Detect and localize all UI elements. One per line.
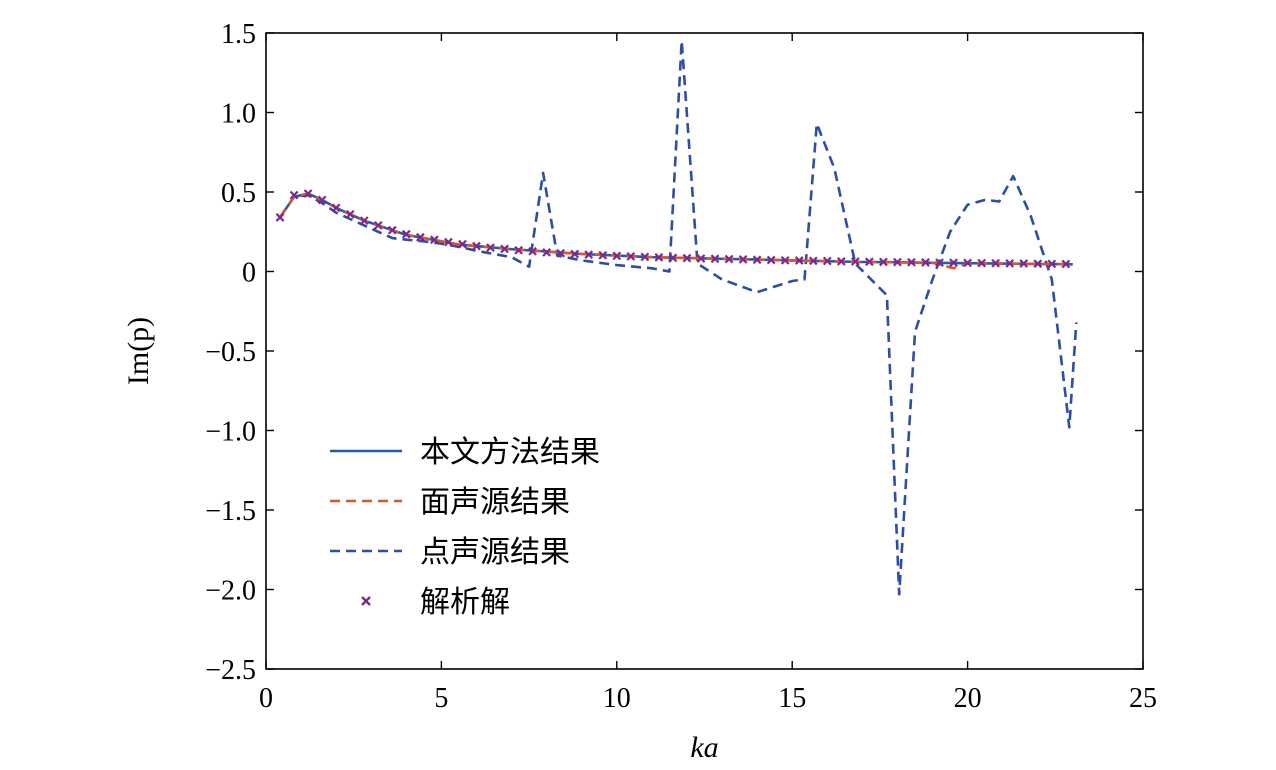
marker-point xyxy=(724,254,734,264)
marker-point xyxy=(822,256,832,266)
marker-point xyxy=(1061,259,1071,269)
marker-point xyxy=(387,225,397,235)
plot-area xyxy=(275,39,1078,596)
x-tick-label: 10 xyxy=(603,683,631,714)
marker-point xyxy=(626,252,636,261)
marker-point xyxy=(682,253,692,263)
marker-point xyxy=(949,258,958,268)
marker-point xyxy=(458,239,467,249)
marker-point xyxy=(780,255,790,265)
marker-point xyxy=(359,216,369,225)
legend-item: 本文方法结果 xyxy=(330,435,600,470)
marker-point xyxy=(500,244,509,254)
y-tick-label: 1.0 xyxy=(221,99,256,130)
x-tick-label: 0 xyxy=(259,683,273,714)
marker-point xyxy=(766,255,776,265)
x-axis-label: ka xyxy=(690,731,718,764)
x-tick-label: 20 xyxy=(954,683,982,714)
marker-point xyxy=(668,253,678,263)
marker-point xyxy=(401,229,411,239)
y-tick-label: −2.0 xyxy=(205,576,256,607)
marker-point xyxy=(472,241,481,251)
marker-point xyxy=(738,255,748,264)
series-line-0 xyxy=(278,192,1073,266)
marker-point xyxy=(850,257,860,266)
marker-point xyxy=(598,250,608,260)
legend-label: 解析解 xyxy=(420,585,510,620)
legend-item: 解析解 xyxy=(361,585,510,620)
marker-point xyxy=(317,195,327,205)
marker-point xyxy=(584,250,594,260)
x-tick-label: 25 xyxy=(1129,683,1157,714)
y-axis-label: Im(p) xyxy=(122,317,155,385)
x-axis-ticks: 0 5 10 15 20 25 xyxy=(259,33,1157,714)
marker-point xyxy=(836,256,846,266)
marker-point xyxy=(991,258,1001,268)
marker-point xyxy=(879,257,888,267)
marker-point xyxy=(430,235,439,245)
marker-point xyxy=(514,245,523,255)
series-line-1 xyxy=(278,192,1073,270)
marker-point xyxy=(921,258,930,267)
marker-point xyxy=(808,256,818,266)
legend-label: 点声源结果 xyxy=(420,535,570,570)
marker-point xyxy=(1005,259,1015,268)
marker-point xyxy=(710,254,720,264)
legend-label: 面声源结果 xyxy=(420,485,570,520)
marker-point xyxy=(612,251,622,261)
y-tick-label: −0.5 xyxy=(205,337,256,368)
marker-point xyxy=(331,203,341,213)
marker-point xyxy=(640,252,650,262)
y-tick-label: 1.5 xyxy=(221,19,256,50)
marker-point xyxy=(1019,259,1029,268)
marker-point xyxy=(303,189,313,198)
marker-point xyxy=(963,258,972,268)
legend-item: 面声源结果 xyxy=(330,485,570,520)
y-axis-ticks: 1.5 1.0 0.5 0 −0.5 −1.0 −1.5 −2.0 −2.5 xyxy=(205,19,1143,686)
y-tick-label: −1.0 xyxy=(205,417,256,448)
y-tick-label: 0 xyxy=(242,258,256,289)
y-tick-label: −2.5 xyxy=(205,655,256,686)
marker-point xyxy=(977,258,987,268)
marker-point xyxy=(570,249,580,259)
marker-point xyxy=(486,243,495,253)
marker-point xyxy=(556,248,566,258)
y-tick-label: 0.5 xyxy=(221,178,256,209)
marker-point xyxy=(864,257,874,267)
marker-point xyxy=(542,248,552,257)
y-tick-label: −1.5 xyxy=(205,496,256,527)
legend-label: 本文方法结果 xyxy=(420,435,600,470)
marker-point xyxy=(373,221,383,230)
marker-point xyxy=(696,254,706,263)
x-tick-label: 5 xyxy=(434,683,448,714)
marker-point xyxy=(345,209,355,219)
marker-point xyxy=(935,258,944,267)
marker-point xyxy=(752,255,762,265)
marker-point xyxy=(1033,259,1043,269)
marker-point xyxy=(528,246,537,256)
legend-item: 点声源结果 xyxy=(330,535,570,570)
series-line-2 xyxy=(278,39,1078,596)
marker-point xyxy=(415,232,425,242)
marker-point xyxy=(907,257,916,267)
marker-point xyxy=(794,256,804,265)
marker-point xyxy=(444,237,453,247)
marker-point xyxy=(289,190,299,200)
x-tick-label: 15 xyxy=(778,683,806,714)
plot-frame xyxy=(265,32,1144,670)
marker-point xyxy=(1047,259,1057,269)
marker-point xyxy=(654,252,664,262)
marker-point xyxy=(893,257,902,267)
marker-point xyxy=(275,213,285,222)
